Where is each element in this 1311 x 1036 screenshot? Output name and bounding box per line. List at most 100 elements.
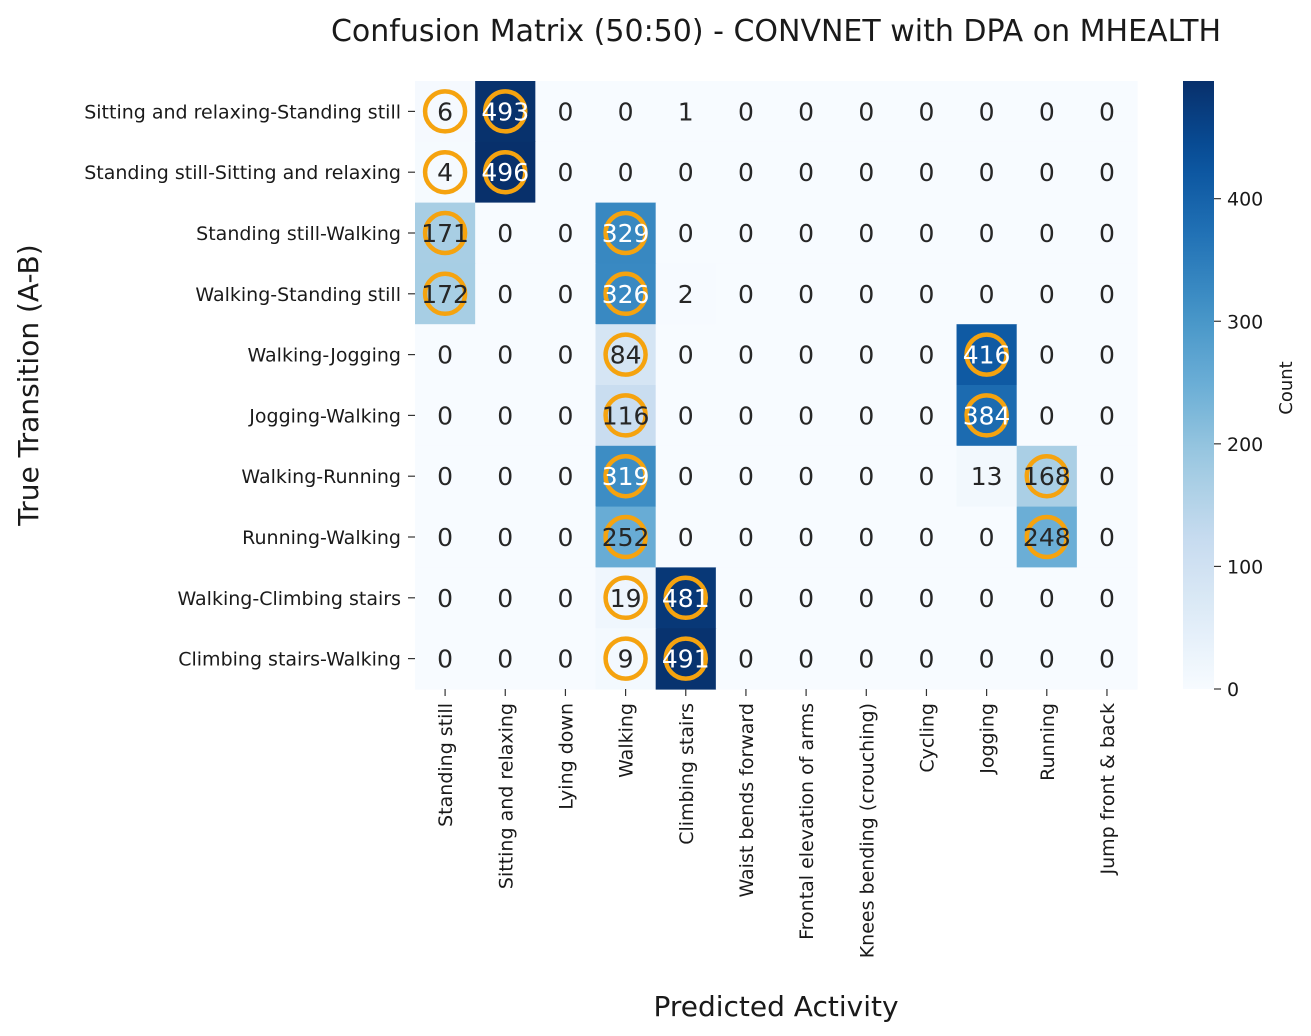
cell-value: 0 [1039, 645, 1055, 674]
cell-value: 0 [437, 401, 453, 430]
y-tick-label: Sitting and relaxing-Standing still [84, 101, 401, 123]
highlight-circle [422, 271, 468, 317]
heatmap-cell [475, 628, 536, 690]
heatmap-cell [415, 445, 476, 508]
heatmap-cell [1016, 81, 1078, 143]
cell-value: 171 [421, 219, 469, 248]
cell-value: 416 [963, 341, 1011, 370]
highlight-circle [1024, 514, 1070, 560]
highlight-circle [663, 636, 709, 681]
cell-value: 0 [918, 462, 934, 491]
heatmap-cell [475, 445, 536, 508]
heatmap-cell [535, 385, 597, 447]
colorbar-tick-label: 300 [1227, 311, 1263, 333]
heatmap-cell [1016, 567, 1078, 629]
heatmap-cell [1076, 385, 1138, 447]
cell-value: 0 [798, 401, 814, 430]
highlight-circle [603, 514, 648, 560]
heatmap-cell [956, 628, 1018, 690]
cell-value: 0 [557, 584, 573, 613]
highlight-circle [422, 210, 468, 256]
cell-value: 0 [1099, 280, 1115, 309]
cell-value: 0 [738, 158, 754, 187]
cell-value: 4 [437, 158, 453, 187]
x-tick-label: Waist bends forward [736, 703, 758, 898]
heatmap-cell [1016, 263, 1078, 325]
x-tick-label: Standing still [435, 703, 457, 827]
x-tick-label: Frontal elevation of arms [796, 703, 818, 940]
cell-value: 0 [738, 219, 754, 248]
cell-value: 0 [1099, 584, 1115, 613]
heatmap-cell [415, 506, 476, 568]
chart-title: Confusion Matrix (50:50) - CONVNET with … [331, 14, 1221, 49]
heatmap-cell [836, 202, 897, 264]
highlight-circle [603, 636, 648, 681]
cell-value: 0 [738, 645, 754, 674]
heatmap-cell [896, 81, 958, 143]
colorbar: 0 100 200 300 400 [1183, 81, 1263, 701]
cell-value: 0 [918, 584, 934, 613]
x-axis-label: Predicted Activity [653, 990, 898, 1023]
heatmap-cell [1076, 202, 1138, 264]
heatmap-cell [655, 263, 717, 325]
heatmap-cell [896, 445, 958, 508]
cell-value: 0 [618, 158, 634, 187]
cell-value: 0 [979, 158, 995, 187]
cell-value: 0 [437, 645, 453, 674]
cell-value: 1 [678, 97, 694, 126]
cell-value: 0 [1039, 584, 1055, 613]
heatmap-cell [896, 263, 958, 325]
heatmap-cell [535, 141, 597, 204]
heatmap-cell [595, 141, 657, 204]
heatmap-cell [475, 202, 536, 264]
heatmap-cell [655, 202, 717, 264]
cell-value: 0 [1099, 645, 1115, 674]
heatmap-cell [535, 324, 597, 386]
cell-value: 0 [858, 401, 874, 430]
x-tick-label: Knees bending (crouching) [856, 703, 878, 958]
x-tick-label: Jump front & back [1097, 703, 1119, 876]
cell-value: 248 [1023, 523, 1071, 552]
heatmap-cell [956, 567, 1018, 629]
heatmap-cell [655, 445, 717, 508]
cell-value: 168 [1023, 462, 1071, 491]
heatmap-cell [776, 263, 837, 325]
heatmap-cell [776, 628, 837, 690]
heatmap-cell [896, 141, 958, 204]
cell-value: 116 [602, 401, 650, 430]
highlight-circle [603, 393, 648, 438]
highlight-circle [603, 575, 648, 621]
cell-value: 319 [602, 462, 650, 491]
cell-value: 0 [979, 645, 995, 674]
cell-value: 0 [979, 219, 995, 248]
highlight-circle [663, 575, 709, 621]
cell-value: 0 [678, 341, 694, 370]
cell-value: 0 [858, 584, 874, 613]
heatmap-cell [475, 324, 536, 386]
cell-value: 0 [1039, 341, 1055, 370]
cell-value: 0 [798, 280, 814, 309]
cell-value: 0 [858, 158, 874, 187]
cell-value: 0 [918, 401, 934, 430]
cell-value: 0 [557, 341, 573, 370]
cell-value: 0 [678, 158, 694, 187]
heatmap-cell [1016, 385, 1078, 447]
heatmap-cell [1076, 506, 1138, 568]
heatmap-cell [535, 263, 597, 325]
cell-value: 6 [437, 97, 453, 126]
heatmap-cell [836, 324, 897, 386]
colorbar-tick-label: 100 [1227, 556, 1263, 578]
cell-value: 0 [557, 219, 573, 248]
heatmap-cell [1076, 263, 1138, 325]
cell-value: 0 [1039, 158, 1055, 187]
heatmap-cell [836, 385, 897, 447]
highlight-circle [483, 149, 528, 195]
cell-value: 84 [610, 341, 642, 370]
colorbar-label: Count [1276, 361, 1297, 414]
cell-value: 0 [858, 97, 874, 126]
heatmap-cell [956, 202, 1018, 264]
cell-value: 0 [858, 341, 874, 370]
heatmap-cell [956, 263, 1018, 325]
heatmap-cell [475, 385, 536, 447]
